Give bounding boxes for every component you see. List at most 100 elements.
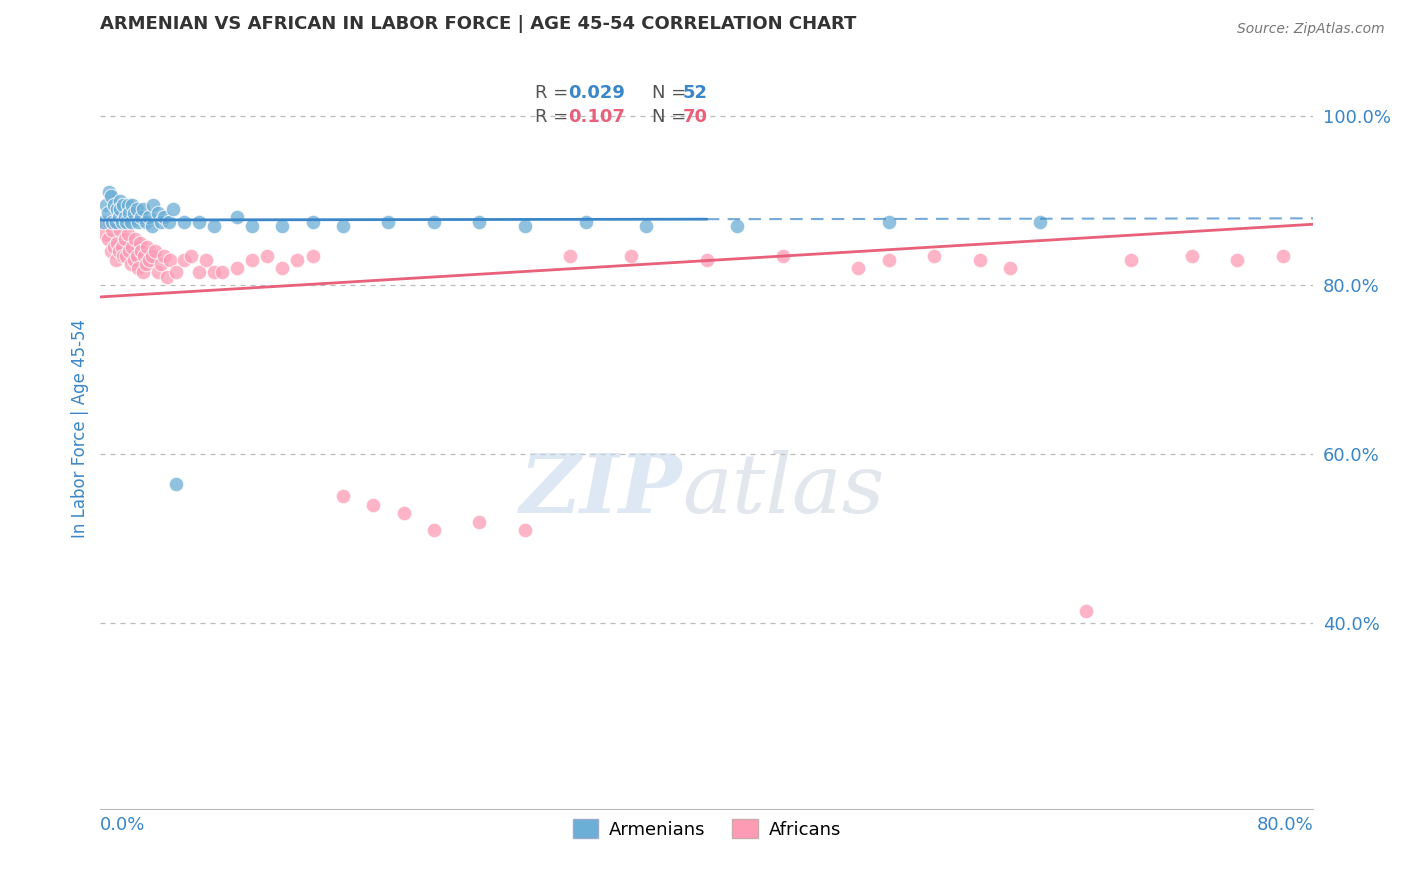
Point xyxy=(127,261,149,276)
Point xyxy=(560,248,582,262)
Point xyxy=(361,498,384,512)
Point xyxy=(112,198,135,212)
Point xyxy=(98,185,121,199)
Point xyxy=(240,219,263,233)
Point xyxy=(301,215,323,229)
Point xyxy=(157,215,180,229)
Text: 0.107: 0.107 xyxy=(568,108,626,126)
Text: R =: R = xyxy=(534,84,574,102)
Point xyxy=(97,206,120,220)
Text: ARMENIAN VS AFRICAN IN LABOR FORCE | AGE 45-54 CORRELATION CHART: ARMENIAN VS AFRICAN IN LABOR FORCE | AGE… xyxy=(100,15,856,33)
Point xyxy=(101,223,124,237)
Point xyxy=(132,265,155,279)
Point xyxy=(107,244,129,259)
Point xyxy=(134,248,156,262)
Point xyxy=(129,211,152,225)
Point xyxy=(141,248,163,262)
Point xyxy=(118,206,141,220)
Text: ZIP: ZIP xyxy=(520,450,682,530)
Point xyxy=(1029,215,1052,229)
Point xyxy=(122,252,145,267)
Point xyxy=(165,265,187,279)
Point xyxy=(104,252,127,267)
Point xyxy=(103,240,125,254)
Point xyxy=(101,215,124,229)
Point xyxy=(153,248,176,262)
Point xyxy=(332,490,354,504)
Point xyxy=(162,202,184,216)
Point xyxy=(110,240,132,254)
Point xyxy=(104,215,127,229)
Point xyxy=(1074,603,1097,617)
Point xyxy=(423,523,446,537)
Point xyxy=(105,235,128,250)
Point xyxy=(96,198,118,212)
Point xyxy=(127,215,149,229)
Point xyxy=(187,215,209,229)
Point xyxy=(112,248,135,262)
Point xyxy=(202,265,225,279)
Point xyxy=(108,194,131,208)
Point xyxy=(468,215,491,229)
Point xyxy=(180,248,202,262)
Point xyxy=(117,198,139,212)
Point xyxy=(256,248,278,262)
Point xyxy=(392,506,415,520)
Point xyxy=(114,232,136,246)
Text: 80.0%: 80.0% xyxy=(1257,816,1313,834)
Point xyxy=(1181,248,1204,262)
Point xyxy=(125,202,148,216)
Point xyxy=(120,257,142,271)
Text: 0.029: 0.029 xyxy=(568,84,626,102)
Point xyxy=(513,523,536,537)
Point xyxy=(195,252,218,267)
Point xyxy=(287,252,309,267)
Text: Source: ZipAtlas.com: Source: ZipAtlas.com xyxy=(1237,22,1385,37)
Point xyxy=(93,215,115,229)
Point xyxy=(100,244,122,259)
Point xyxy=(271,261,294,276)
Point xyxy=(120,215,142,229)
Text: atlas: atlas xyxy=(682,450,884,530)
Point xyxy=(108,223,131,237)
Point xyxy=(117,227,139,242)
Point xyxy=(121,240,143,254)
Point xyxy=(165,476,187,491)
Point xyxy=(107,211,129,225)
Point xyxy=(156,269,179,284)
Point xyxy=(115,215,138,229)
Point xyxy=(150,257,173,271)
Point xyxy=(225,261,247,276)
Point xyxy=(159,252,181,267)
Point xyxy=(98,215,121,229)
Point xyxy=(377,215,399,229)
Point xyxy=(105,202,128,216)
Text: 52: 52 xyxy=(682,84,707,102)
Point xyxy=(332,219,354,233)
Point xyxy=(110,215,132,229)
Point xyxy=(187,265,209,279)
Y-axis label: In Labor Force | Age 45-54: In Labor Force | Age 45-54 xyxy=(72,319,89,538)
Point xyxy=(103,198,125,212)
Point xyxy=(173,215,195,229)
Point xyxy=(121,198,143,212)
Point xyxy=(146,206,169,220)
Point xyxy=(115,248,138,262)
Point xyxy=(848,261,870,276)
Text: N =: N = xyxy=(652,84,692,102)
Point xyxy=(301,248,323,262)
Point xyxy=(129,244,152,259)
Point xyxy=(620,248,643,262)
Point xyxy=(922,248,945,262)
Legend: Armenians, Africans: Armenians, Africans xyxy=(565,812,848,846)
Point xyxy=(173,252,195,267)
Point xyxy=(153,211,176,225)
Text: 70: 70 xyxy=(682,108,707,126)
Point xyxy=(100,189,122,203)
Point xyxy=(1271,248,1294,262)
Point xyxy=(696,252,718,267)
Point xyxy=(877,215,900,229)
Point xyxy=(135,257,157,271)
Point xyxy=(211,265,233,279)
Point xyxy=(468,515,491,529)
